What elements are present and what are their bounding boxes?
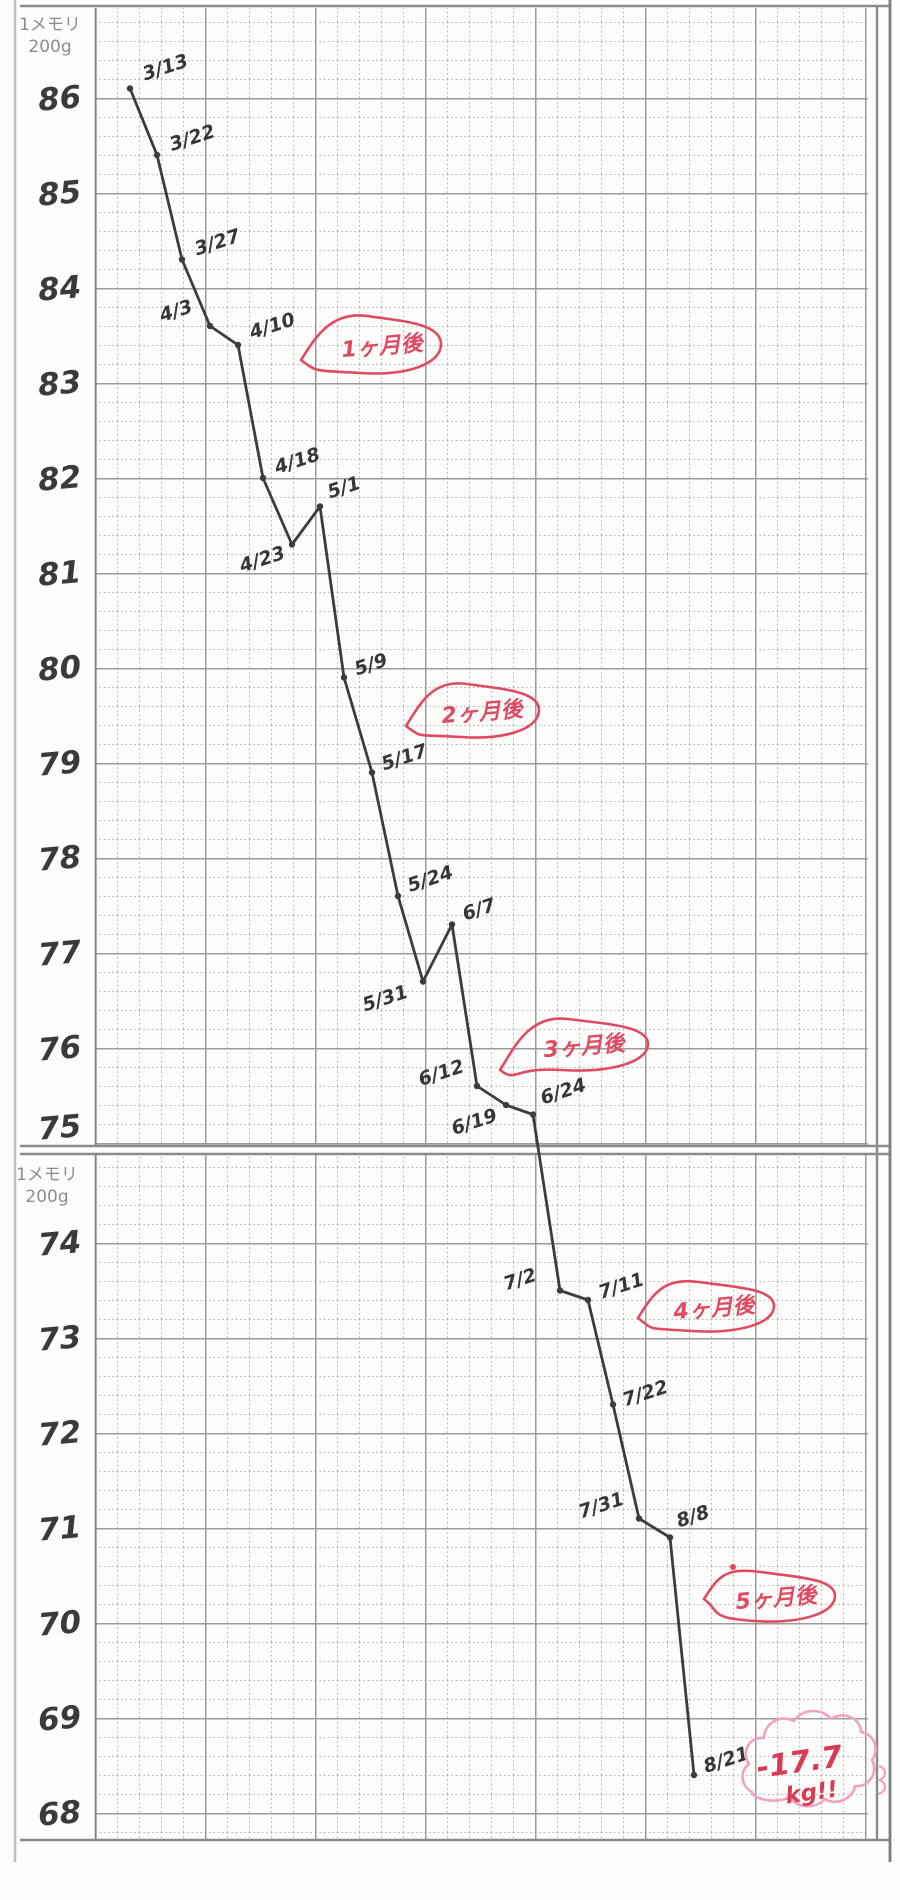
stray-red-dot — [730, 1564, 736, 1570]
panel1-tick-labels: 86 85 84 83 82 81 80 79 78 77 76 75 — [37, 79, 84, 1148]
y-tick-label: 85 — [37, 174, 83, 214]
unit-note-line1: 1メモリ — [19, 15, 81, 35]
panel2-tick-labels: 74 73 72 71 70 69 68 — [37, 1224, 83, 1834]
data-point — [340, 674, 348, 681]
y-tick-label: 76 — [37, 1029, 83, 1069]
data-point — [234, 341, 242, 349]
y-tick-label: 74 — [37, 1224, 83, 1264]
y-tick-label: 75 — [37, 1108, 83, 1148]
y-tick-label: 79 — [37, 744, 83, 784]
data-point — [690, 1771, 698, 1779]
data-point — [206, 322, 214, 330]
y-tick-label: 80 — [37, 649, 83, 689]
data-point — [502, 1101, 510, 1109]
panel-borders — [20, 0, 892, 1862]
weight-series — [126, 85, 698, 1779]
panel2-grid — [94, 1154, 868, 1840]
data-point — [584, 1296, 592, 1304]
data-point — [666, 1534, 674, 1541]
data-point — [609, 1401, 617, 1408]
y-tick-label: 82 — [37, 459, 83, 499]
data-point — [394, 892, 402, 900]
unit-note-line1: 1メモリ — [16, 1165, 78, 1185]
annotation-bubble-5 — [702, 1569, 837, 1623]
y-tick-label: 83 — [37, 364, 83, 404]
y-tick-label: 71 — [37, 1509, 83, 1549]
weight-line — [128, 87, 696, 1777]
panel1-grid — [94, 8, 868, 1146]
data-point — [368, 769, 376, 776]
data-point — [556, 1287, 564, 1294]
y-tick-label: 77 — [37, 934, 84, 974]
data-point — [448, 921, 456, 928]
data-point — [178, 256, 186, 263]
y-tick-label: 81 — [37, 554, 83, 594]
y-tick-label: 69 — [37, 1699, 83, 1739]
unit-note-line2: 200g — [25, 1187, 68, 1207]
data-point — [419, 978, 427, 985]
cloud-outline — [741, 1709, 877, 1808]
data-point — [153, 151, 161, 159]
annotation-bubble-3 — [498, 1017, 650, 1077]
y-tick-label: 84 — [37, 269, 83, 309]
data-point — [316, 503, 324, 510]
data-point — [529, 1111, 537, 1118]
y-tick-label: 86 — [37, 79, 83, 119]
data-point — [259, 474, 267, 482]
annotation-bubble-1 — [299, 314, 443, 375]
data-point — [126, 85, 134, 92]
annotation-bubble-4 — [636, 1279, 776, 1333]
y-tick-label: 78 — [37, 839, 83, 879]
cloud-squiggle — [877, 1764, 887, 1796]
y-tick-label: 73 — [37, 1319, 83, 1359]
y-tick-label: 72 — [37, 1414, 83, 1454]
annotation-bubble-2 — [404, 682, 541, 739]
data-point — [288, 541, 296, 548]
y-tick-label: 70 — [37, 1604, 83, 1644]
y-tick-label: 68 — [37, 1794, 83, 1834]
data-point — [473, 1082, 481, 1090]
unit-note-line2: 200g — [28, 37, 71, 57]
data-point — [635, 1515, 643, 1522]
